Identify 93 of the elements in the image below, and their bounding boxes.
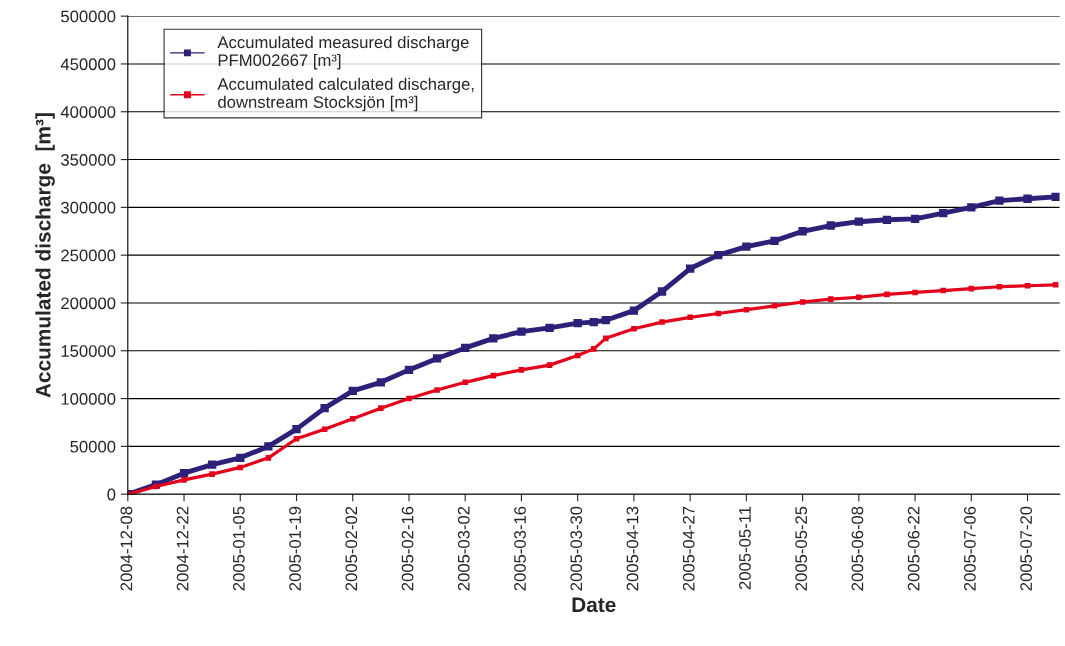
point xyxy=(181,477,187,483)
point xyxy=(321,426,328,432)
y-tick-label: 500000 xyxy=(61,10,116,23)
point xyxy=(573,318,582,328)
y-tick-label: 200000 xyxy=(61,297,116,310)
x-tick-label: 2005-03-30 xyxy=(570,506,583,591)
point xyxy=(603,335,609,342)
point xyxy=(826,221,835,230)
y-tick-label: 400000 xyxy=(60,106,116,118)
legend-label: Accumulated measured discharge PFM002667 [m³] xyxy=(217,35,469,70)
point xyxy=(1024,282,1031,289)
point xyxy=(207,460,217,469)
point xyxy=(432,354,442,363)
point xyxy=(770,236,779,245)
x-tick-label: 2005-02-16 xyxy=(401,506,414,591)
point xyxy=(489,334,498,343)
x-tick-label: 2004-12-08 xyxy=(120,506,133,591)
point xyxy=(590,346,597,352)
point xyxy=(742,242,751,251)
point xyxy=(827,296,834,302)
y-axis-title: Accumulated discharge [m³] xyxy=(35,113,55,398)
point xyxy=(264,442,273,451)
point xyxy=(546,362,553,368)
point xyxy=(659,319,665,325)
y-tick-label: 100000 xyxy=(61,392,116,405)
y-tick-label: 300000 xyxy=(61,201,116,214)
point xyxy=(687,314,693,321)
x-tick-label: 2005-05-25 xyxy=(795,506,808,591)
point xyxy=(629,306,639,315)
point xyxy=(518,367,525,373)
point xyxy=(910,214,920,224)
point xyxy=(657,287,667,296)
point xyxy=(912,289,918,296)
point xyxy=(940,287,946,294)
point xyxy=(1051,192,1060,202)
x-tick-label: 2005-03-16 xyxy=(514,506,526,591)
point xyxy=(1023,194,1032,203)
point xyxy=(939,208,948,218)
point xyxy=(348,386,357,396)
x-tick-label: 2005-05-11 xyxy=(739,506,751,590)
x-tick-label: 2005-07-06 xyxy=(963,506,976,591)
y-tick-label: 350000 xyxy=(61,153,116,166)
y-tick-label: 150000 xyxy=(61,345,116,357)
point xyxy=(882,215,892,224)
point xyxy=(265,455,272,461)
point xyxy=(209,471,215,477)
point xyxy=(714,251,723,260)
point xyxy=(856,294,862,301)
point xyxy=(967,203,976,212)
point xyxy=(771,303,778,309)
point xyxy=(589,317,598,327)
point xyxy=(349,415,356,422)
point xyxy=(406,395,412,402)
x-tick-label: 2005-04-13 xyxy=(626,506,639,591)
point xyxy=(685,264,695,273)
x-tick-label: 2005-01-05 xyxy=(232,506,245,591)
point xyxy=(854,217,864,226)
x-axis-title: Date xyxy=(572,597,616,613)
point xyxy=(799,299,806,305)
y-tick-label: 50000 xyxy=(70,440,116,453)
legend-label: Accumulated calculated discharge, downstream Stocksjön [m³] xyxy=(217,77,474,112)
x-tick-label: 2005-06-22 xyxy=(907,506,920,591)
point xyxy=(179,468,189,478)
point xyxy=(798,227,807,236)
point xyxy=(462,379,468,386)
x-tick-label: 2005-03-02 xyxy=(457,506,470,591)
point xyxy=(293,435,300,442)
y-tick-label: 450000 xyxy=(60,58,116,71)
point xyxy=(995,196,1004,205)
point xyxy=(1052,282,1059,288)
y-tick-label: 0 xyxy=(107,488,116,501)
x-tick-label: 2005-07-20 xyxy=(1020,506,1033,591)
point xyxy=(545,323,554,332)
point xyxy=(461,343,470,353)
x-tick-label: 2005-04-27 xyxy=(682,506,695,591)
point xyxy=(884,291,890,298)
point xyxy=(376,378,386,387)
y-tick-label: 250000 xyxy=(61,249,116,262)
point xyxy=(292,425,301,434)
point xyxy=(601,316,610,325)
point xyxy=(236,453,245,463)
point xyxy=(320,403,329,413)
point xyxy=(715,310,722,317)
point xyxy=(404,365,414,375)
point xyxy=(517,327,526,336)
x-tick-label: 2004-12-22 xyxy=(176,506,189,591)
x-tick-label: 2005-01-19 xyxy=(289,506,301,591)
x-tick-label: 2005-06-08 xyxy=(851,506,864,591)
point xyxy=(378,405,384,411)
x-tick-label: 2005-02-02 xyxy=(345,506,358,591)
point xyxy=(434,387,440,393)
point xyxy=(237,464,244,471)
point xyxy=(631,326,637,332)
